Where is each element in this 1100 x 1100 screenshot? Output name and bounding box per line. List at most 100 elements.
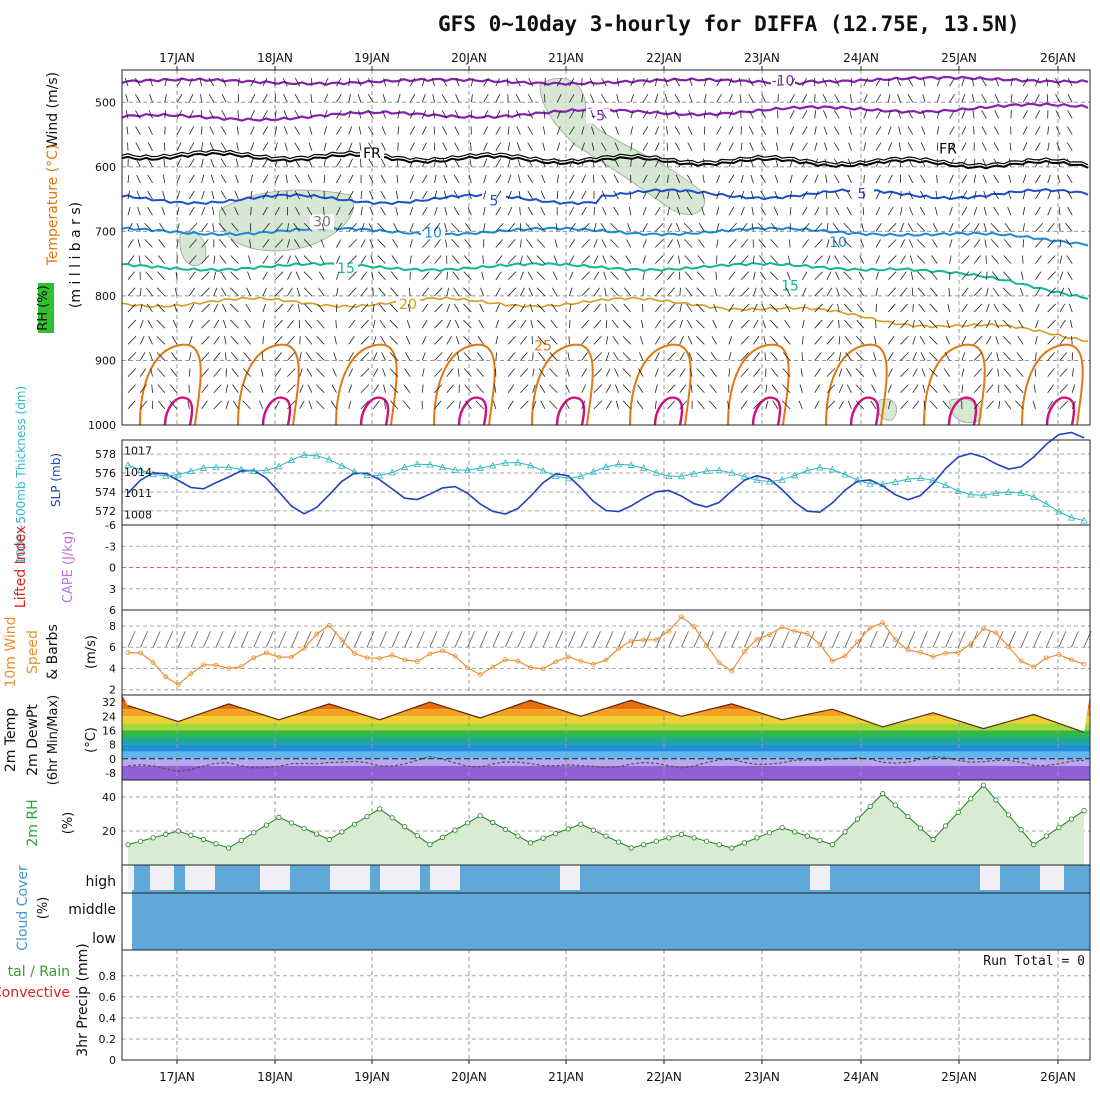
wind-barb (981, 93, 987, 103)
wind-barb (834, 206, 840, 216)
wind-barb (527, 126, 534, 135)
wind-barb (368, 174, 374, 184)
wind-barb (802, 142, 808, 151)
wind-barb (614, 142, 619, 151)
isotherm-30-loop (849, 396, 880, 426)
wind-barb (961, 368, 965, 377)
wind-barb (740, 271, 749, 281)
wind-barb (887, 271, 897, 281)
wind-barb (176, 77, 183, 87)
wind-barb (1047, 303, 1056, 313)
wind-barb (159, 223, 166, 232)
wind-barb (769, 319, 779, 329)
cloud-gap-high (810, 865, 830, 890)
wind-barb (909, 255, 914, 264)
wind-barb (259, 384, 264, 393)
wind-barb (250, 190, 253, 200)
wind-barb (395, 190, 399, 200)
rh-marker (553, 830, 559, 837)
wind-barb (282, 77, 288, 87)
wind-barb (770, 239, 779, 248)
wind-barb (900, 303, 908, 313)
wind-barb (403, 384, 411, 393)
wind-barb (494, 384, 497, 393)
wind-barb (156, 287, 166, 297)
wind-barb (188, 303, 195, 313)
rh-marker (163, 831, 169, 838)
wind-barb (372, 303, 375, 313)
wind-barb (973, 384, 982, 393)
wind-barb (774, 190, 779, 200)
wind-barb (664, 94, 668, 103)
wind-barb (887, 158, 893, 167)
wind-barb (299, 368, 303, 377)
isotherm-label-bg (334, 260, 358, 276)
wind-barb (1047, 352, 1056, 361)
wind-barb (814, 368, 821, 377)
wind-barb (863, 158, 866, 167)
wind-barb (986, 352, 993, 361)
wind-barb (1018, 319, 1024, 329)
wind-barb (907, 158, 914, 168)
wind-barb (540, 190, 546, 200)
isotherm-label: 15 (781, 278, 799, 294)
wind-barb (527, 142, 534, 151)
wind-barb (983, 223, 987, 232)
wind-barb (802, 110, 808, 119)
wind-barb (223, 319, 227, 329)
rh-marker (188, 832, 194, 838)
rh-marker (515, 833, 521, 839)
wind-barb (442, 142, 448, 151)
wind-barb (305, 352, 313, 361)
wind-barb (814, 271, 823, 281)
wind-barb (446, 336, 452, 345)
wind-barb (984, 239, 987, 248)
wind-barb (520, 239, 522, 248)
wind-barb (602, 206, 607, 216)
wind-barb (753, 400, 762, 410)
wind-barb (995, 336, 1000, 345)
wind-barb (158, 239, 166, 248)
wind-barb (336, 206, 341, 216)
wind-barb (753, 303, 758, 313)
wind-barb (834, 93, 840, 103)
wind-barb (701, 207, 705, 216)
wind-barb (452, 271, 460, 281)
wind-barb (740, 319, 750, 329)
isotherm-label: 30 (313, 214, 331, 230)
wind-barb (556, 174, 559, 184)
wind-barb (390, 287, 399, 297)
wind-barb (230, 239, 239, 248)
wind-barb (654, 368, 659, 377)
wind-barb (667, 303, 676, 313)
wind-barb (321, 223, 325, 232)
wind-barb (453, 174, 460, 184)
wind-barb (201, 158, 204, 167)
rh-marker (527, 840, 534, 846)
wind-barb (225, 384, 228, 393)
rh-marker (477, 813, 483, 819)
wind-barb (525, 223, 533, 232)
wind-barb (274, 319, 283, 329)
wind-barb (696, 352, 705, 361)
wind-barb (527, 110, 534, 119)
wind-barb (409, 93, 416, 103)
wind-barb (581, 206, 587, 216)
pressure-tick: 500 (95, 96, 116, 109)
wind-barb (728, 303, 734, 313)
wind-barb (483, 126, 489, 135)
wind-barb (760, 206, 766, 216)
slp-tick: 1008 (124, 508, 152, 521)
surface-wind-barb (228, 631, 236, 648)
ylabel-temperature: Temperature (°C) (45, 145, 61, 267)
ylabel-2m-dewpt: 2m DewPt (25, 704, 41, 776)
wind-barb (156, 335, 166, 345)
wind-barb (887, 255, 897, 264)
wind-barb (421, 174, 428, 184)
wind-barb (1003, 368, 1012, 377)
wind-barb (380, 336, 386, 345)
wind-barb (348, 303, 356, 313)
wind-barb (897, 94, 901, 103)
wind-barb (665, 126, 668, 135)
wind-barb (1015, 400, 1024, 410)
